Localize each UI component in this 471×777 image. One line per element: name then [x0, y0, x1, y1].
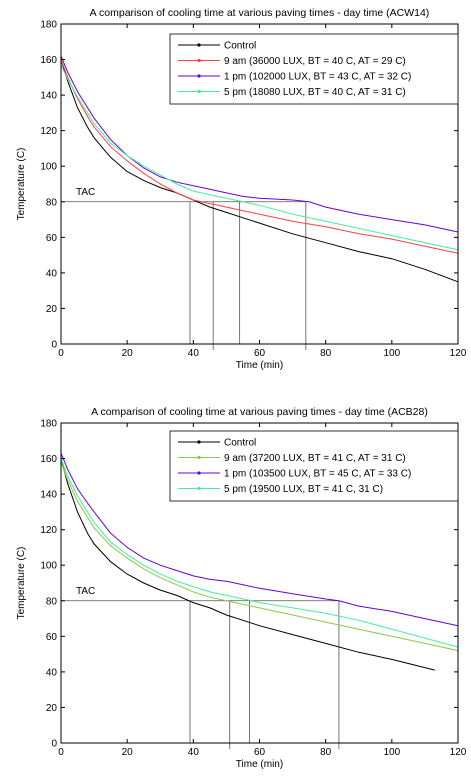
x-tick-label: 120 — [450, 747, 467, 758]
y-axis-label: Temperature (C) — [16, 547, 27, 620]
series-line-2 — [60, 59, 459, 254]
x-tick-label: 20 — [122, 747, 134, 758]
x-tick-label: 60 — [254, 348, 266, 359]
y-tick-label: 60 — [46, 632, 58, 643]
x-tick-label: 40 — [188, 747, 200, 758]
y-tick-label: 40 — [46, 268, 58, 279]
y-tick-label: 160 — [40, 55, 57, 66]
y-tick-label: 80 — [46, 197, 58, 208]
legend-marker — [197, 74, 201, 78]
series-line-3 — [60, 55, 459, 233]
series-line-1 — [60, 458, 435, 671]
series-line-4 — [60, 64, 459, 251]
legend-marker — [197, 58, 201, 63]
legend-marker — [197, 89, 201, 94]
x-tick-label: 80 — [320, 747, 332, 758]
legend-box — [169, 33, 459, 105]
y-tick-label: 0 — [51, 739, 57, 750]
legend-label: Control — [224, 438, 256, 449]
x-tick-label: 40 — [188, 348, 200, 359]
y-tick-label: 80 — [46, 596, 58, 607]
y-tick-label: 140 — [40, 91, 57, 102]
y-tick-label: 120 — [40, 126, 57, 137]
x-tick-label: 20 — [122, 348, 134, 359]
legend-box — [169, 430, 459, 502]
legend-marker — [197, 440, 201, 444]
y-tick-label: 100 — [40, 162, 57, 173]
legend-label: 1 pm (102000 LUX, BT = 43 C, AT = 32 C) — [224, 72, 411, 83]
y-tick-label: 20 — [46, 703, 58, 714]
y-tick-label: 120 — [40, 525, 57, 536]
chart-2: A comparison of cooling time at various … — [16, 406, 467, 770]
legend: Control 9 am (36000 LUX, BT = 40 C, AT = … — [169, 33, 459, 105]
y-tick-label: 180 — [40, 419, 57, 430]
legend-label: 9 am (36000 LUX, BT = 40 C, AT = 29 C) — [224, 56, 406, 67]
chart-title: A comparison of cooling time at various … — [91, 406, 428, 418]
legend-marker — [197, 43, 201, 47]
legend-marker — [197, 486, 201, 491]
legend-marker — [197, 455, 201, 460]
x-tick-label: 100 — [383, 348, 400, 359]
y-axis-label: Temperature (C) — [16, 148, 27, 221]
series-line-3 — [60, 453, 459, 627]
x-tick-label: 60 — [254, 747, 266, 758]
legend-label: 5 pm (18080 LUX, BT = 40 C, AT = 31 C) — [224, 87, 406, 98]
chart-1: A comparison of cooling time at various … — [16, 7, 467, 371]
x-tick-label: 0 — [58, 348, 64, 359]
y-tick-label: 40 — [46, 667, 58, 678]
x-tick-label: 0 — [58, 747, 64, 758]
y-tick-label: 60 — [46, 233, 58, 244]
tac-label: TAC — [76, 187, 95, 198]
y-tick-label: 100 — [40, 561, 57, 572]
y-tick-label: 140 — [40, 490, 57, 501]
x-axis-label: Time (min) — [236, 360, 283, 371]
legend-label: Control — [224, 41, 256, 52]
y-tick-label: 180 — [40, 20, 57, 31]
y-tick-label: 0 — [51, 340, 57, 351]
y-tick-label: 20 — [46, 304, 58, 315]
series-line-4 — [60, 458, 459, 648]
legend-label: 9 am (37200 LUX, BT = 41 C, AT = 31 C) — [224, 453, 406, 464]
x-axis-label: Time (min) — [236, 759, 283, 770]
legend-label: 1 pm (103500 LUX, BT = 45 C, AT = 33 C) — [224, 469, 411, 480]
x-tick-label: 120 — [450, 348, 467, 359]
x-tick-label: 80 — [320, 348, 332, 359]
x-tick-label: 100 — [383, 747, 400, 758]
legend-label: 5 pm (19500 LUX, BT = 41 C, 31 C) — [224, 484, 383, 495]
legend-marker — [197, 471, 201, 475]
y-tick-label: 160 — [40, 454, 57, 465]
legend: Control 9 am (37200 LUX, BT = 41 C, AT = … — [169, 430, 459, 502]
series-line-2 — [60, 461, 459, 652]
tac-label: TAC — [76, 586, 95, 597]
chart-title: A comparison of cooling time at various … — [90, 7, 430, 19]
